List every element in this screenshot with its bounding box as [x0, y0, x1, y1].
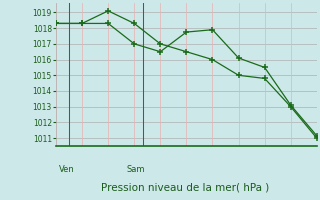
Text: Pression niveau de la mer( hPa ): Pression niveau de la mer( hPa ) [101, 182, 270, 192]
Text: Ven: Ven [59, 165, 75, 174]
Text: Sam: Sam [126, 165, 145, 174]
